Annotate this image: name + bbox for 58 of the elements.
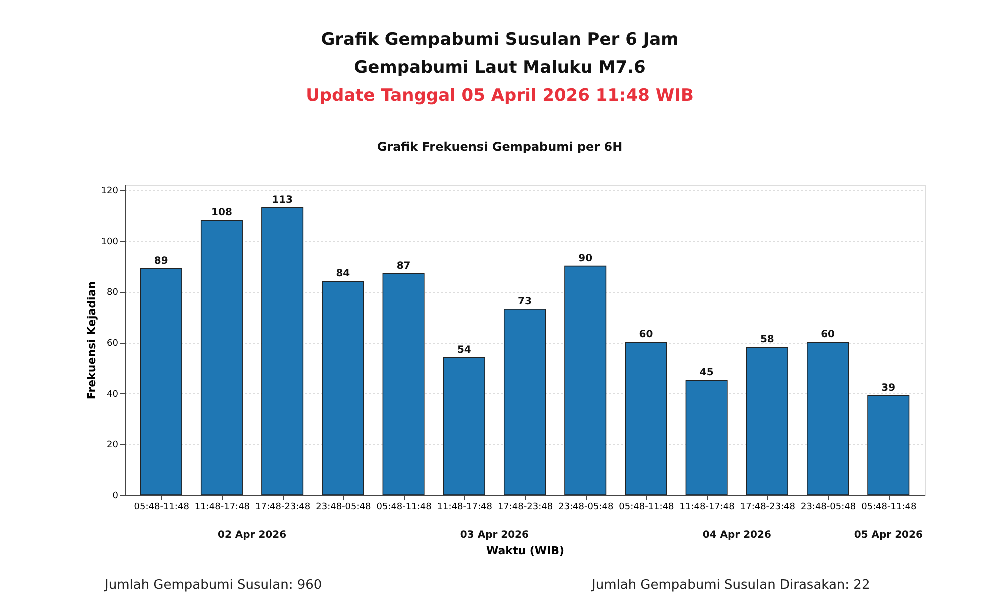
text: 02 Apr 2026 xyxy=(218,530,287,541)
x-tick-label: 05:48-11:48 xyxy=(619,502,675,512)
bar xyxy=(262,207,304,496)
data-label: 54 xyxy=(457,344,472,356)
chart-subtitle: Gempabumi Laut Maluku M7.6 xyxy=(354,58,646,78)
bar xyxy=(686,380,728,496)
x-tick-label: 23:48-05:48 xyxy=(800,502,856,512)
data-label: 87 xyxy=(396,260,411,272)
bar xyxy=(140,268,182,496)
bar xyxy=(625,342,668,496)
y-tick-label: 20 xyxy=(107,440,119,451)
x-tick-label: 23:48-05:48 xyxy=(316,502,372,512)
bar xyxy=(746,347,788,496)
x-tick-label: 05:48-11:48 xyxy=(862,502,917,512)
data-label: 89 xyxy=(154,256,168,267)
data-label: 113 xyxy=(272,194,294,206)
data-label: 45 xyxy=(700,368,714,379)
bar xyxy=(564,266,607,496)
x-tick-label: 11:48-17:48 xyxy=(680,502,736,512)
text: Jumlah Gempabumi Susulan: 960 xyxy=(104,578,322,593)
y-tick-label: 0 xyxy=(112,492,119,502)
text: Jumlah Gempabumi Susulan Dirasakan: 22 xyxy=(591,578,870,593)
bar xyxy=(382,274,425,496)
data-label: 108 xyxy=(212,208,232,219)
x-axis-title: Waktu (WIB) xyxy=(486,544,565,558)
x-tick-label: 17:48-23:48 xyxy=(256,502,311,512)
data-label: 58 xyxy=(760,334,774,346)
bar xyxy=(807,342,850,496)
data-label: 84 xyxy=(336,268,350,280)
x-tick-label: 05:48-11:48 xyxy=(134,502,190,512)
x-tick-label: 17:48-23:48 xyxy=(740,502,796,512)
text: 05 Apr 2026 xyxy=(854,530,923,541)
bar xyxy=(200,220,243,496)
chart-title: Grafik Gempabumi Susulan Per 6 Jam xyxy=(321,30,679,50)
y-tick-label: 100 xyxy=(101,237,119,248)
bar xyxy=(322,281,364,496)
data-label: 73 xyxy=(518,296,532,308)
text: 03 Apr 2026 xyxy=(460,530,530,541)
x-tick-label: 17:48-23:48 xyxy=(498,502,554,512)
y-tick-label: 60 xyxy=(107,339,119,350)
y-tick-label: 120 xyxy=(101,186,119,197)
y-tick-label: 80 xyxy=(107,288,119,298)
bar xyxy=(868,396,910,496)
text: 04 Apr 2026 xyxy=(702,530,772,541)
x-tick-label: 11:48-17:48 xyxy=(194,502,250,512)
text: Grafik Frekuensi Gempabumi per 6H xyxy=(377,140,623,154)
x-tick-label: 23:48-05:48 xyxy=(558,502,614,512)
bar xyxy=(443,357,486,496)
x-tick-label: 11:48-17:48 xyxy=(437,502,493,512)
data-label: 90 xyxy=(578,253,593,264)
bar xyxy=(504,309,546,496)
data-label: 60 xyxy=(821,330,836,341)
text: Update Tanggal 05 April 2026 11:48 WIB xyxy=(306,86,694,106)
data-label: 60 xyxy=(639,330,654,341)
data-label: 39 xyxy=(882,382,896,394)
y-tick-label: 40 xyxy=(107,390,119,400)
x-tick-label: 05:48-11:48 xyxy=(376,502,432,512)
y-axis-title: Frekuensi Kejadian xyxy=(85,281,98,400)
